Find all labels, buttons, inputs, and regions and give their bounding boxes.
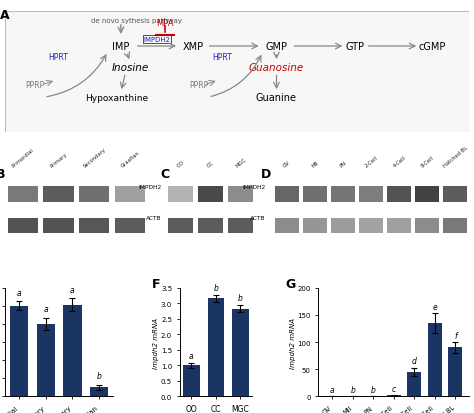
Text: MGC: MGC — [235, 157, 247, 169]
Bar — [36, 324, 55, 396]
Bar — [428, 323, 442, 396]
FancyBboxPatch shape — [444, 187, 467, 202]
Text: c: c — [392, 384, 396, 393]
Bar — [387, 395, 401, 396]
Text: XMP: XMP — [182, 42, 203, 52]
Text: PN: PN — [339, 160, 347, 169]
FancyBboxPatch shape — [415, 218, 439, 234]
Text: 4-Cell: 4-Cell — [392, 155, 407, 169]
FancyBboxPatch shape — [168, 187, 193, 202]
FancyBboxPatch shape — [8, 187, 38, 202]
FancyBboxPatch shape — [275, 218, 299, 234]
Text: GV: GV — [283, 160, 292, 169]
FancyBboxPatch shape — [228, 218, 254, 234]
FancyBboxPatch shape — [359, 187, 383, 202]
FancyBboxPatch shape — [331, 187, 355, 202]
Bar — [448, 348, 463, 396]
Text: CC: CC — [206, 160, 215, 169]
Text: IMPDH2: IMPDH2 — [242, 184, 265, 189]
FancyBboxPatch shape — [387, 187, 411, 202]
FancyBboxPatch shape — [168, 218, 193, 234]
FancyBboxPatch shape — [331, 218, 355, 234]
Text: Primordial: Primordial — [11, 148, 35, 169]
Text: IMPDH2: IMPDH2 — [144, 37, 171, 43]
Bar — [232, 309, 249, 396]
Text: a: a — [70, 285, 75, 294]
Text: IMP: IMP — [112, 42, 129, 52]
FancyBboxPatch shape — [303, 187, 327, 202]
FancyBboxPatch shape — [444, 218, 467, 234]
FancyBboxPatch shape — [5, 12, 469, 133]
FancyBboxPatch shape — [387, 218, 411, 234]
Bar — [90, 387, 109, 396]
Y-axis label: Impdh2 mRNA: Impdh2 mRNA — [154, 317, 159, 368]
Text: f: f — [454, 331, 457, 340]
Text: PPRP: PPRP — [25, 81, 45, 89]
FancyBboxPatch shape — [79, 187, 109, 202]
Y-axis label: Impdh2 mRNA: Impdh2 mRNA — [290, 317, 296, 368]
Text: GTP: GTP — [346, 42, 365, 52]
Text: B: B — [0, 167, 6, 180]
FancyBboxPatch shape — [8, 218, 38, 234]
FancyBboxPatch shape — [115, 218, 145, 234]
Text: a: a — [330, 385, 335, 394]
Text: cGMP: cGMP — [419, 42, 446, 52]
FancyBboxPatch shape — [44, 218, 73, 234]
FancyBboxPatch shape — [198, 218, 223, 234]
Text: b: b — [350, 385, 355, 394]
FancyBboxPatch shape — [275, 187, 299, 202]
FancyBboxPatch shape — [44, 187, 73, 202]
Text: A: A — [0, 9, 10, 22]
FancyBboxPatch shape — [359, 218, 383, 234]
FancyBboxPatch shape — [198, 187, 223, 202]
Text: 2-Cell: 2-Cell — [364, 155, 379, 169]
Text: PPRP: PPRP — [189, 81, 209, 89]
Text: Hypoxanthine: Hypoxanthine — [85, 93, 148, 102]
Text: OO: OO — [176, 160, 185, 169]
FancyBboxPatch shape — [79, 218, 109, 234]
Text: Graafian: Graafian — [120, 150, 140, 169]
Text: Guanosine: Guanosine — [249, 63, 304, 73]
Text: HPRT: HPRT — [48, 53, 68, 62]
Text: F: F — [152, 277, 161, 290]
Text: de novo sythesis pathway: de novo sythesis pathway — [91, 19, 182, 24]
Text: b: b — [213, 283, 219, 292]
Text: D: D — [261, 167, 272, 180]
FancyBboxPatch shape — [115, 187, 145, 202]
Text: MPA: MPA — [156, 19, 174, 28]
FancyBboxPatch shape — [415, 187, 439, 202]
Text: MII: MII — [310, 160, 319, 169]
Bar — [9, 306, 28, 396]
Text: GMP: GMP — [265, 42, 288, 52]
Text: a: a — [43, 304, 48, 313]
Text: C: C — [160, 167, 169, 180]
Text: a: a — [189, 351, 194, 360]
Text: HPRT: HPRT — [212, 53, 232, 62]
FancyBboxPatch shape — [303, 218, 327, 234]
Bar — [183, 366, 200, 396]
Text: b: b — [371, 385, 376, 394]
Text: ACTB: ACTB — [250, 216, 265, 221]
Text: a: a — [17, 288, 21, 297]
Text: Guanine: Guanine — [256, 93, 297, 103]
FancyBboxPatch shape — [228, 187, 254, 202]
Text: b: b — [97, 371, 102, 380]
Text: Secondary: Secondary — [82, 147, 107, 169]
Text: Hatched BL: Hatched BL — [442, 145, 468, 169]
Text: 8-Cell: 8-Cell — [420, 155, 435, 169]
Bar — [407, 372, 421, 396]
Text: e: e — [433, 302, 438, 311]
Text: ACTB: ACTB — [146, 216, 162, 221]
Text: b: b — [238, 294, 243, 302]
Text: IMPDH2: IMPDH2 — [138, 184, 162, 189]
Bar — [208, 299, 224, 396]
Text: d: d — [412, 356, 417, 366]
Bar — [64, 305, 82, 396]
Text: G: G — [285, 277, 295, 290]
Text: Primary: Primary — [49, 152, 68, 169]
Text: Inosine: Inosine — [111, 63, 149, 73]
